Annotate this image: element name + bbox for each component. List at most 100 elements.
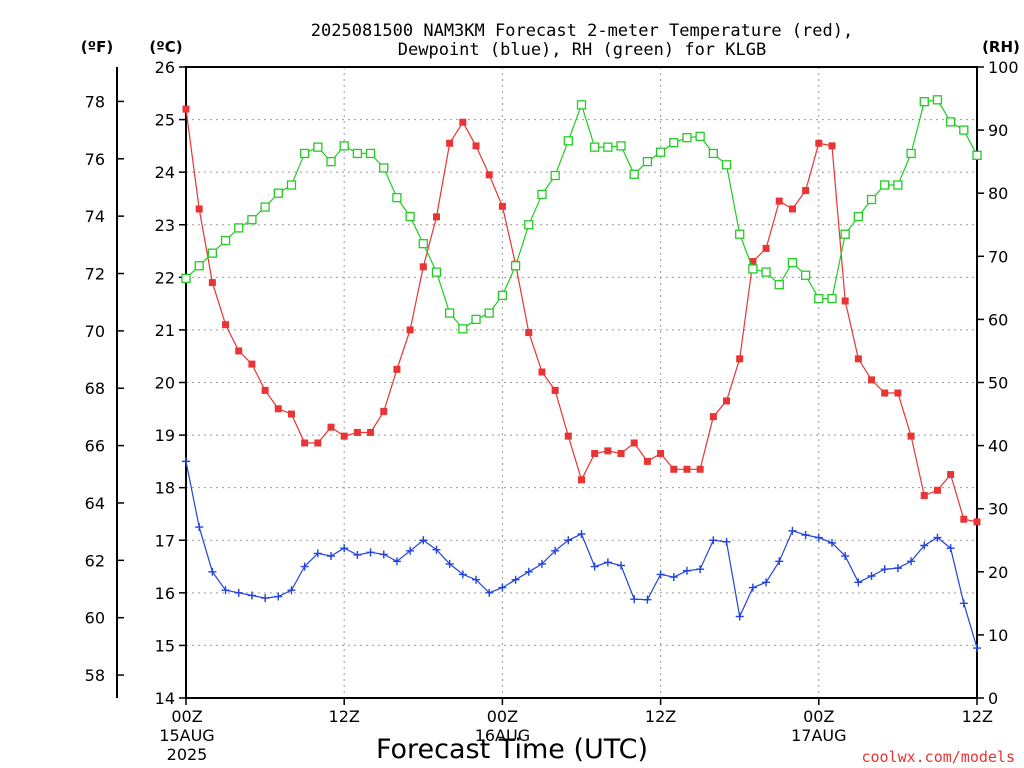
temperature-point (195, 205, 203, 213)
chart-title-line1: 2025081500 NAM3KM Forecast 2-meter Tempe… (311, 21, 853, 41)
rh-tick-label: 50 (988, 374, 1008, 393)
dewpoint-point (458, 570, 467, 579)
celsius-tick-label: 15 (155, 636, 175, 655)
dewpoint-point (221, 586, 230, 595)
dewpoint-point (617, 561, 626, 570)
time-tick-label: 12Z (962, 707, 993, 726)
temperature-point (696, 465, 704, 473)
rh-point (642, 156, 653, 167)
dewpoint-point (656, 570, 665, 579)
fahrenheit-tick-label: 68 (85, 379, 105, 398)
x-axis-title: Forecast Time (UTC) (376, 734, 648, 765)
temperature-point (380, 407, 388, 415)
dewpoint-point (867, 572, 876, 581)
dewpoint-point (498, 583, 507, 592)
rh-point (906, 148, 916, 159)
rh-point (945, 117, 956, 127)
rh-point (814, 293, 824, 304)
temperature-point (498, 202, 506, 210)
dewpoint-point (392, 557, 401, 566)
dewpoint-point (485, 588, 494, 597)
fahrenheit-axis-label: (ºF) (81, 38, 113, 56)
dewpoint-point (511, 575, 520, 584)
celsius-axis-label: (ºC) (149, 38, 182, 56)
fahrenheit-tick-label: 78 (85, 92, 105, 111)
temperature-point (406, 326, 414, 334)
rh-point (695, 131, 705, 142)
celsius-tick-label: 21 (155, 321, 175, 340)
rh-point (445, 308, 455, 318)
temperature-point (261, 386, 269, 394)
dewpoint-point (735, 612, 744, 621)
rh-point (721, 160, 732, 170)
rh-point (207, 248, 218, 258)
rh-point (524, 220, 534, 230)
grid-lines (186, 67, 977, 698)
dewpoint-point (524, 567, 533, 576)
dewpoint-point (208, 567, 217, 576)
time-tick-label: 00Z (171, 707, 202, 726)
rh-point (590, 142, 600, 152)
dewpoint-point (419, 536, 428, 545)
temperature-point (287, 410, 295, 418)
dewpoint-point (907, 557, 916, 566)
temperature-point (538, 368, 546, 376)
temperature-point (274, 405, 282, 413)
rh-point (761, 267, 771, 277)
temperature-point (973, 518, 981, 526)
rh-point (418, 239, 428, 249)
temperature-point (208, 279, 216, 287)
rh-point (880, 180, 890, 190)
temperature-point (340, 432, 348, 440)
dewpoint-point (762, 578, 771, 587)
temperature-point (591, 449, 599, 457)
year-tick-label: 2025 (167, 745, 208, 764)
rh-point (431, 267, 442, 277)
rh-point (708, 148, 718, 159)
rh-point (260, 202, 270, 212)
celsius-tick-label: 16 (155, 584, 175, 603)
rh-tick-label: 40 (988, 437, 1008, 456)
rh-point (669, 138, 679, 148)
dewpoint-point (973, 644, 981, 653)
temperature-point (933, 486, 941, 494)
rh-point (959, 125, 969, 135)
dewpoint-point (880, 565, 889, 574)
dewpoint-point (630, 595, 639, 604)
rh-tick-label: 20 (988, 563, 1008, 582)
fahrenheit-tick-label: 58 (85, 666, 105, 685)
temperature-point (419, 263, 427, 271)
temperature-point (432, 213, 440, 221)
tick-labels: 14 15 16 17 18 19 20 21 22 23 24 25 26 0 10 20 30 40 50 60 7… (85, 58, 1019, 764)
fahrenheit-tick-label: 70 (85, 322, 105, 341)
chart-title-line2: Dewpoint (blue), RH (green) for KLGB (398, 40, 766, 60)
dewpoint-point (920, 541, 929, 550)
temperature-point (643, 457, 651, 465)
dewpoint-point (827, 538, 836, 547)
time-tick-label: 12Z (645, 707, 676, 726)
dewpoint-point (379, 550, 388, 559)
celsius-tick-label: 17 (155, 531, 175, 550)
dewpoint-point (603, 558, 612, 567)
rh-point (458, 324, 468, 334)
rh-point (273, 188, 283, 198)
dewpoint-point (669, 573, 678, 582)
rh-point (299, 148, 310, 159)
credit-text: coolwx.com/models (861, 748, 1015, 766)
fahrenheit-tick-label: 76 (85, 150, 105, 169)
dewpoint-point (340, 544, 349, 553)
temperature-point (854, 355, 862, 363)
dewpoint-point (274, 592, 283, 601)
rh-point (326, 156, 336, 167)
rh-point (932, 95, 943, 105)
dewpoint-point (748, 583, 757, 592)
rh-point (234, 223, 244, 233)
temperature-point (446, 139, 454, 147)
celsius-tick-label: 14 (155, 689, 175, 708)
temperature-point (604, 447, 612, 455)
celsius-tick-label: 26 (155, 58, 175, 77)
rh-point (471, 314, 481, 325)
dewpoint-point (893, 564, 902, 573)
temperature-point (841, 297, 849, 305)
